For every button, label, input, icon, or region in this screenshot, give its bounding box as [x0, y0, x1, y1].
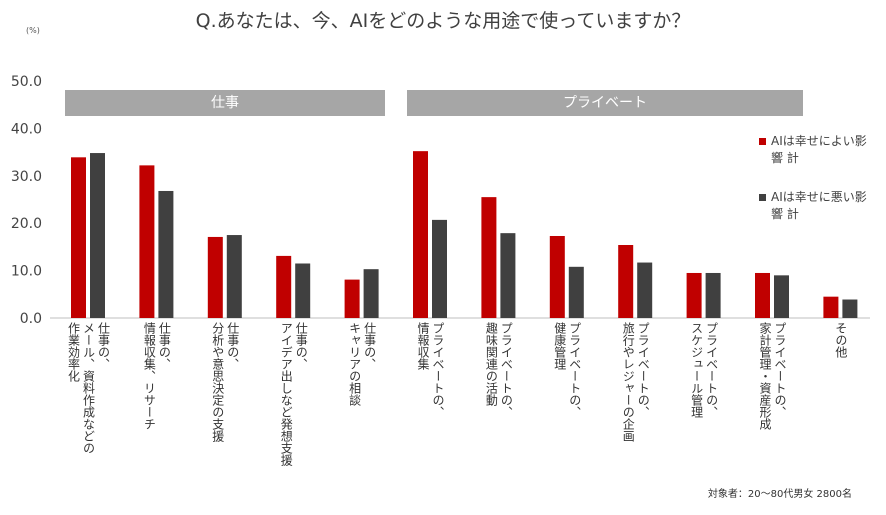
bar-negative — [774, 275, 789, 318]
bar-negative — [363, 269, 379, 318]
category-label: 仕事の、 キャリアの相談 — [347, 322, 377, 406]
bar-positive — [139, 165, 155, 318]
legend-item-positive: AIは幸せによい影響 計 — [759, 133, 875, 167]
group-band-private: プライベート — [407, 90, 803, 116]
bar-negative — [226, 235, 242, 318]
category-label: 仕事の、 メール、資料作成などの 作業効率化 — [66, 322, 111, 454]
bar-positive — [549, 235, 565, 318]
legend-label-positive: AIは幸せによい影響 計 — [771, 134, 867, 165]
footnote: 対象者：20～80代男女 2800名 — [707, 489, 852, 500]
bar-negative — [637, 262, 653, 318]
legend-item-negative: AIは幸せに悪い影響 計 — [759, 189, 875, 223]
y-tick-label: 10.0 — [11, 264, 42, 280]
y-tick-label: 30.0 — [11, 169, 42, 185]
category-label: プライベートの、 旅行やレジャーの企画 — [621, 322, 651, 442]
bar-negative — [90, 153, 105, 318]
y-tick-label: 20.0 — [11, 216, 42, 232]
bar-negative — [158, 190, 174, 318]
group-band-work: 仕事 — [65, 90, 385, 116]
category-label: 仕事の、 分析や意思決定の支援 — [210, 322, 240, 442]
category-label: プライベートの、 スケジュール管理 — [689, 322, 719, 418]
bar-negative — [500, 233, 516, 318]
category-label: その他 — [833, 322, 848, 358]
bar-positive — [413, 151, 428, 318]
y-tick-label: 0.0 — [20, 311, 42, 327]
category-label: プライベートの、 情報収集 — [416, 322, 445, 418]
category-label: プライベートの、 家計管理・資産形成 — [758, 322, 787, 430]
bar-negative — [432, 219, 447, 318]
bar-negative — [568, 266, 584, 318]
legend: AIは幸せによい影響 計 AIは幸せに悪い影響 計 — [759, 133, 875, 245]
category-label: 仕事の、 アイデア出しなど発想支援 — [279, 322, 309, 466]
bar-positive — [481, 197, 497, 318]
y-tick-label: 40.0 — [11, 121, 42, 137]
category-label: プライベートの、 健康管理 — [552, 322, 582, 418]
legend-label-negative: AIは幸せに悪い影響 計 — [771, 190, 867, 221]
bar-negative — [705, 272, 721, 318]
bar-positive — [823, 296, 839, 318]
legend-swatch-positive — [759, 138, 766, 145]
bar-negative — [295, 263, 311, 318]
bar-positive — [276, 255, 292, 318]
bar-positive — [618, 245, 634, 318]
group-label-work: 仕事 — [211, 95, 239, 111]
unit-label: (%) — [26, 26, 40, 35]
group-label-private: プライベート — [563, 95, 647, 111]
legend-swatch-negative — [759, 194, 766, 201]
bar-negative — [842, 299, 858, 318]
bar-positive — [686, 272, 702, 318]
bar-positive — [207, 236, 223, 318]
chart-title: Q.あなたは、今、AIをどのような用途で使っていますか？ — [195, 10, 691, 32]
category-label: 仕事の、 情報収集、リサーチ — [142, 322, 172, 430]
bar-positive — [344, 279, 360, 318]
category-label: プライベートの、 趣味関連の活動 — [484, 322, 514, 418]
y-tick-label: 50.0 — [11, 74, 42, 90]
bar-positive — [71, 157, 86, 318]
bar-positive — [755, 272, 770, 318]
